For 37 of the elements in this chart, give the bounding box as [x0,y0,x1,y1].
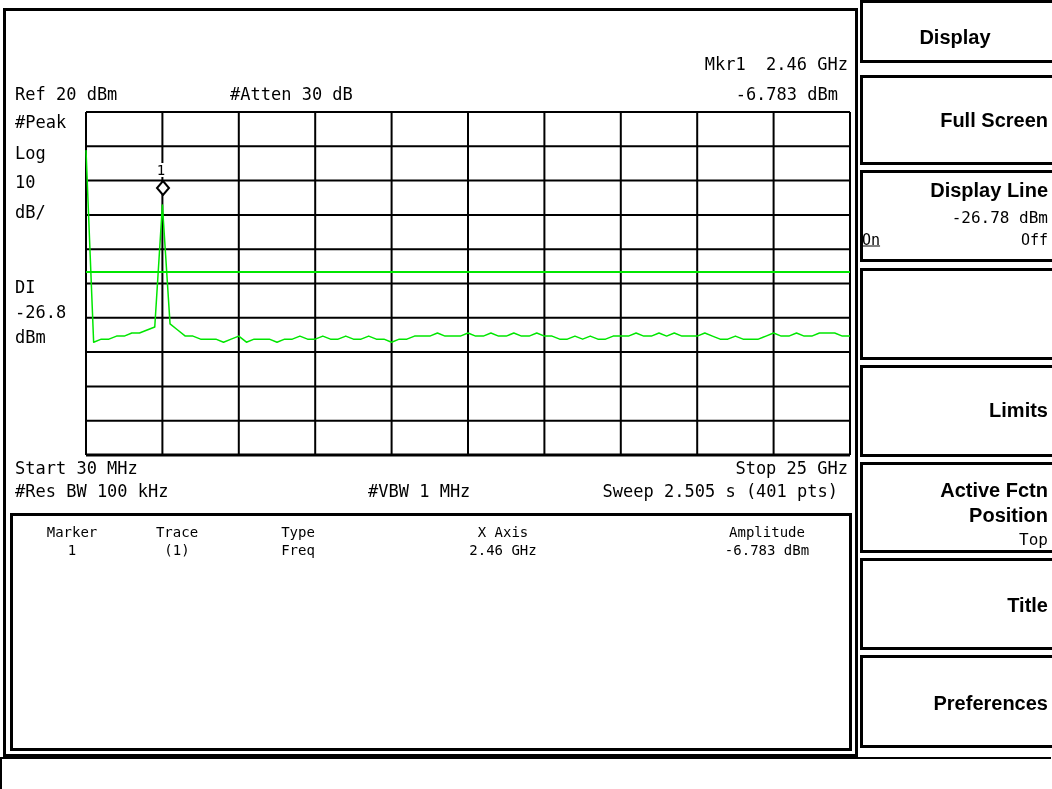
text: Amplitude [729,524,805,540]
text: 1 [67,542,77,558]
text: Marker [46,524,98,540]
text: Limits [989,399,1048,421]
text: Trace [155,524,199,540]
text: (1) [164,542,190,558]
text: 2.46 GHz [469,542,537,558]
text: #Atten 30 dB [230,83,353,104]
text: Display Line [930,179,1048,201]
text: Title [1007,594,1048,616]
text: dB/ [15,201,46,222]
text: Log [15,142,46,163]
text: Type [281,524,315,540]
text: #Peak [15,111,67,132]
text: Stop 25 GHz [735,457,848,478]
text: 10 [15,171,36,192]
text: X Axis [477,524,529,540]
text: #Res BW 100 kHz [15,480,169,501]
annotation: 1 [156,162,166,178]
text: Start 30 MHz [15,457,138,478]
text: On [862,230,881,249]
text: Active Fctn [940,479,1048,501]
text: Top [1019,530,1048,549]
text: #VBW 1 MHz [368,480,471,501]
text: -26.78 dBm [951,208,1048,227]
text: Sweep 2.505 s (401 pts) [602,480,838,501]
text: Preferences [933,692,1048,714]
text: Full Screen [940,109,1048,131]
text: Off [1020,230,1048,249]
ref-line-label: DI -26.8 dBm [15,277,67,348]
text: Mkr1 2.46 GHz [704,53,848,74]
text: -6.783 dBm [724,542,810,558]
text: Ref 20 dBm [15,83,118,104]
text: Position [969,504,1048,526]
text: Display [919,26,991,48]
text: Freq [281,542,315,558]
text: -6.783 dBm [735,83,838,104]
